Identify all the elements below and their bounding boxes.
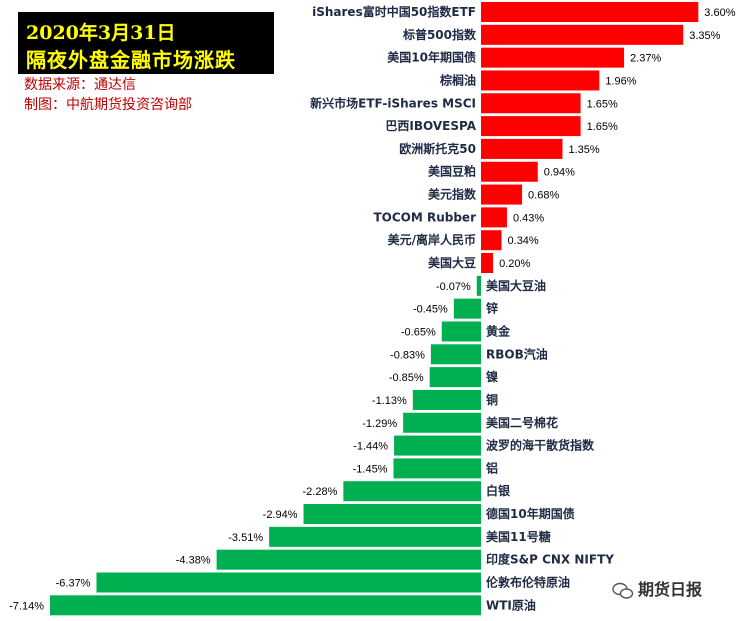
data-label: 0.43% (513, 212, 544, 224)
data-label: -0.85% (389, 372, 424, 384)
data-label: 1.35% (568, 144, 599, 156)
category-label: 白银 (486, 483, 511, 498)
bar (303, 504, 481, 525)
category-label: 铜 (486, 392, 498, 407)
data-label: -2.28% (303, 486, 338, 498)
category-label: 美国二号棉花 (486, 415, 558, 430)
bar (269, 526, 481, 547)
category-label: 波罗的海干散货指数 (486, 438, 595, 453)
category-label: RBOB汽油 (486, 346, 548, 361)
bar (481, 2, 699, 22)
data-label: 1.96% (605, 75, 636, 87)
data-label: 1.65% (587, 121, 618, 133)
category-label: iShares富时中国50指数ETF (312, 4, 476, 19)
data-label: -0.45% (413, 304, 448, 316)
category-label: 铝 (486, 460, 498, 475)
data-label: -0.83% (390, 349, 425, 361)
bar (412, 389, 481, 410)
data-label: 0.34% (508, 235, 539, 247)
category-label: 美国10年期国债 (387, 50, 476, 65)
title-box: 2020年3月31日 隔夜外盘金融市场涨跌 (18, 12, 274, 74)
bar (394, 435, 481, 456)
category-label: 美国大豆油 (486, 278, 546, 293)
data-label: -1.45% (353, 463, 388, 475)
bar (429, 367, 481, 388)
bar (96, 572, 481, 593)
bar (481, 138, 563, 159)
category-label: 镍 (486, 369, 498, 384)
category-label: 标普500指数 (402, 27, 477, 42)
bar (481, 24, 684, 45)
bar (393, 458, 481, 479)
category-label: 棕榈油 (439, 72, 476, 87)
data-label: -4.38% (176, 555, 211, 567)
data-label: -6.37% (56, 578, 91, 590)
data-label: -2.94% (263, 509, 298, 521)
category-label: 美元指数 (428, 187, 477, 202)
category-label: WTI原油 (486, 597, 536, 612)
data-label: 1.65% (587, 98, 618, 110)
bar (403, 412, 481, 433)
category-label: 黄金 (486, 323, 511, 338)
bar (430, 344, 481, 365)
category-label: 美国豆粕 (428, 164, 476, 179)
category-label: 新兴市场ETF-iShares MSCI (310, 95, 476, 110)
category-label: 锌 (486, 301, 498, 316)
bar (441, 321, 481, 342)
bar (481, 230, 502, 251)
category-label: 伦敦布伦特原油 (486, 575, 570, 590)
wechat-icon (612, 582, 634, 599)
bar (481, 93, 581, 114)
bar (343, 481, 481, 502)
data-label: 0.20% (499, 258, 530, 270)
bar (50, 595, 481, 616)
watermark-text: 期货日报 (638, 580, 703, 599)
bar (481, 116, 581, 137)
data-label: 0.94% (544, 167, 575, 179)
category-label: 美国大豆 (428, 255, 476, 270)
data-label: -1.29% (362, 418, 397, 430)
data-label: 2.37% (630, 53, 661, 65)
bar (481, 161, 538, 182)
category-label: 德国10年期国债 (486, 506, 575, 521)
bar (481, 253, 494, 274)
category-label: TOCOM Rubber (373, 210, 476, 224)
chart-date-title: 2020年3月31日 (26, 22, 176, 44)
data-label: -0.65% (401, 326, 436, 338)
watermark: 期货日报 (612, 576, 702, 600)
bar (476, 275, 481, 296)
data-label: -3.51% (228, 532, 263, 544)
bar (481, 47, 625, 68)
category-label: 印度S&P CNX NIFTY (486, 552, 614, 567)
maker-note: 制图：中航期货投资咨询部 (24, 97, 192, 113)
data-label: 0.68% (528, 190, 559, 202)
category-label: 美元/离岸人民币 (388, 232, 476, 247)
data-label: 3.60% (704, 7, 735, 19)
bar (216, 549, 481, 570)
data-label: -1.44% (353, 441, 388, 453)
chart-title: 隔夜外盘金融市场涨跌 (26, 48, 236, 72)
data-label: 3.35% (689, 30, 720, 42)
category-label: 欧洲斯托克50 (399, 141, 476, 156)
data-label: -7.14% (9, 600, 44, 612)
data-label: -0.07% (436, 281, 471, 293)
category-label: 巴西IBOVESPA (385, 119, 476, 133)
bar (481, 184, 523, 205)
bar (481, 70, 600, 91)
category-label: 美国11号糖 (486, 529, 551, 544)
data-label: -1.13% (372, 395, 407, 407)
bar (481, 207, 507, 228)
data-source-note: 数据来源：通达信 (24, 77, 136, 93)
bar (453, 298, 481, 319)
